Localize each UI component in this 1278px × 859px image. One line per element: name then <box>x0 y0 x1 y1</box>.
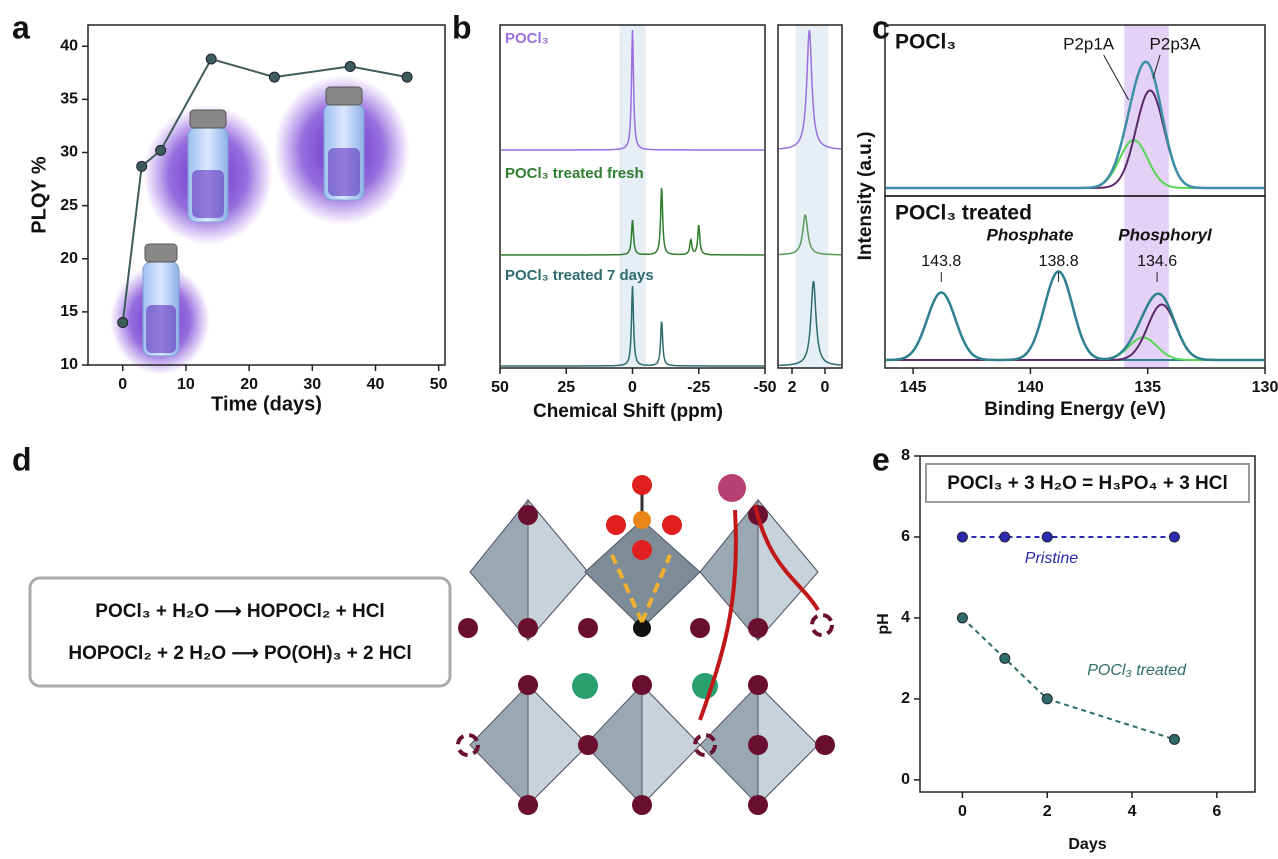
data-point <box>345 61 355 71</box>
data-point <box>269 72 279 82</box>
fit-component <box>886 91 1264 189</box>
series-label: Pristine <box>1025 550 1078 567</box>
panel-label: d <box>12 441 32 477</box>
component-label: P2p1A <box>1063 34 1115 53</box>
x-tick-label: 50 <box>430 376 448 393</box>
fit-component <box>886 293 1264 361</box>
data-point <box>206 54 216 64</box>
y-tick-label: 4 <box>901 609 910 626</box>
fit-component <box>886 338 1264 361</box>
data-point <box>1000 653 1010 663</box>
x-tick-label: 145 <box>900 379 927 396</box>
y-axis-label: pH <box>875 613 892 634</box>
x-tick-label: -50 <box>753 379 776 396</box>
x-tick-label: -25 <box>687 379 710 396</box>
y-tick-label: 10 <box>60 356 78 373</box>
x-tick-label: 0 <box>628 379 637 396</box>
y-tick-label: 15 <box>60 303 78 320</box>
x-tick-label: 10 <box>177 376 195 393</box>
highlight-span <box>619 25 646 368</box>
chart-title: POCl₃ + 3 H₂O = H₃PO₄ + 3 HCl <box>947 473 1228 494</box>
annotation: Phosphate <box>987 225 1074 244</box>
y-tick-label: 25 <box>60 197 78 214</box>
plot-frame <box>920 456 1255 792</box>
x-tick-label: 0 <box>958 803 967 820</box>
data-point <box>1169 532 1179 542</box>
panel-label: b <box>452 9 472 45</box>
x-tick-label: 0 <box>821 379 830 396</box>
data-point <box>137 161 147 171</box>
panel-label: c <box>872 9 890 45</box>
x-tick-label: 2 <box>788 379 797 396</box>
x-tick-label: 2 <box>1043 803 1052 820</box>
y-tick-label: 0 <box>901 771 910 788</box>
y-tick-label: 40 <box>60 37 78 54</box>
peak-label: 138.8 <box>1039 253 1079 270</box>
y-tick-label: 6 <box>901 528 910 545</box>
x-axis-label: Chemical Shift (ppm) <box>533 401 723 422</box>
data-point <box>402 72 412 82</box>
data-point <box>156 145 166 155</box>
x-tick-label: 30 <box>303 376 321 393</box>
series-label: POCl₃ <box>505 30 549 47</box>
x-tick-label: 40 <box>367 376 385 393</box>
x-tick-label: 140 <box>1017 379 1044 396</box>
envelope <box>886 62 1264 188</box>
x-tick-label: 20 <box>240 376 258 393</box>
envelope <box>886 272 1264 361</box>
x-tick-label: 135 <box>1134 379 1161 396</box>
peak-label: 134.6 <box>1137 253 1177 270</box>
x-tick-label: 0 <box>118 376 127 393</box>
data-point <box>1169 734 1179 744</box>
peak-label: 143.8 <box>921 253 961 270</box>
x-tick-label: 25 <box>557 379 575 396</box>
y-axis-label: PLQY % <box>28 156 50 234</box>
series-label: POCl₃ treated <box>1087 662 1187 679</box>
y-tick-label: 8 <box>901 447 910 464</box>
y-tick-label: 20 <box>60 250 78 267</box>
component-label: P2p3A <box>1150 34 1202 53</box>
data-point <box>957 613 967 623</box>
data-point <box>1000 532 1010 542</box>
panel-label: e <box>872 441 890 477</box>
data-point <box>1042 532 1052 542</box>
data-point <box>118 318 128 328</box>
x-axis-label: Time (days) <box>211 393 322 415</box>
y-tick-label: 2 <box>901 690 910 707</box>
figure: a b c d e POCl₃ + H₂O ⟶ HOPOCl₂ + HCl HO… <box>0 0 1278 859</box>
y-tick-label: 30 <box>60 144 78 161</box>
data-point <box>1042 694 1052 704</box>
equation: HOPOCl₂ + 2 H₂O ⟶ PO(OH)₃ + 2 HCl <box>68 643 411 664</box>
annotation: Phosphoryl <box>1118 225 1213 244</box>
series-label: POCl₃ treated fresh <box>505 165 644 182</box>
x-tick-label: 6 <box>1212 803 1221 820</box>
decoration <box>30 75 835 815</box>
series-label: POCl₃ treated 7 days <box>505 267 654 284</box>
equation: POCl₃ + H₂O ⟶ HOPOCl₂ + HCl <box>95 601 384 622</box>
x-tick-label: 130 <box>1252 379 1278 396</box>
y-tick-label: 35 <box>60 91 78 108</box>
y-axis-label: Intensity (a.u.) <box>855 132 876 261</box>
panel-label: a <box>12 9 30 45</box>
x-axis-label: Binding Energy (eV) <box>984 399 1166 420</box>
fit-component <box>886 140 1264 188</box>
x-tick-label: 4 <box>1128 803 1137 820</box>
data-point <box>957 532 967 542</box>
subplot-title: POCl₃ <box>895 31 956 54</box>
x-tick-label: 50 <box>491 379 509 396</box>
x-axis-label: Days <box>1068 836 1106 853</box>
subplot-title: POCl₃ treated <box>895 202 1032 225</box>
